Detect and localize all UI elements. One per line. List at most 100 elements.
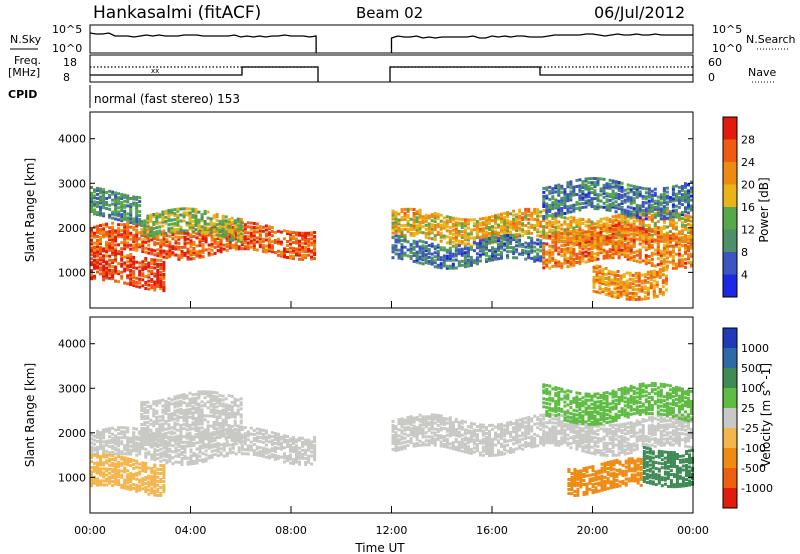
heatmap-cell	[671, 215, 675, 219]
heatmap-cell	[99, 256, 102, 260]
heatmap-cell	[225, 248, 229, 252]
heatmap-cell	[102, 444, 106, 448]
heatmap-cell	[236, 233, 240, 237]
heatmap-cell	[96, 449, 99, 453]
heatmap-cell	[650, 257, 654, 261]
heatmap-cell	[138, 200, 142, 204]
heatmap-cell	[123, 229, 127, 233]
heatmap-cell	[560, 212, 564, 216]
heatmap-cell	[203, 223, 207, 227]
heatmap-cell	[129, 209, 133, 212]
heatmap-cell	[551, 246, 555, 250]
heatmap-cell	[286, 445, 289, 448]
heatmap-cell	[457, 223, 461, 227]
heatmap-cell	[159, 273, 163, 276]
heatmap-cell	[188, 221, 192, 225]
heatmap-cell	[129, 243, 133, 247]
heatmap-cell	[258, 227, 262, 231]
heatmap-cell	[108, 203, 112, 207]
heatmap-cell	[611, 230, 615, 233]
heatmap-cell	[626, 211, 630, 215]
heatmap-cell	[132, 240, 136, 244]
heatmap-cell	[569, 256, 573, 260]
heatmap-cell	[614, 216, 618, 220]
heatmap-cell	[140, 228, 144, 232]
heatmap-cell	[593, 222, 597, 226]
heatmap-cell	[289, 234, 292, 238]
heatmap-cell	[608, 256, 612, 260]
heatmap-cell	[412, 218, 416, 221]
heatmap-cell	[298, 257, 301, 261]
heatmap-cell	[162, 243, 166, 247]
heatmap-cell	[629, 198, 633, 202]
heatmap-cell	[114, 249, 118, 253]
heatmap-cell	[412, 251, 416, 255]
heatmap-cell	[677, 248, 681, 252]
heatmap-cell	[536, 242, 540, 246]
heatmap-cell	[656, 239, 660, 243]
heatmap-cell	[617, 224, 621, 228]
heatmap-cell	[243, 432, 247, 436]
heatmap-cell	[105, 429, 109, 433]
heatmap-cell	[448, 240, 452, 244]
heatmap-cell	[180, 440, 184, 444]
heatmap-cell	[472, 236, 476, 240]
heatmap-cell	[111, 474, 115, 478]
heatmap-cell	[93, 225, 96, 229]
heatmap-cell	[542, 248, 546, 252]
heatmap-cell	[659, 249, 663, 253]
heatmap-cell	[421, 231, 425, 235]
heatmap-cell	[430, 229, 434, 233]
heatmap-cell	[298, 436, 301, 440]
heatmap-cell	[155, 218, 159, 222]
heatmap-cell	[219, 240, 223, 244]
heatmap-cell	[403, 239, 407, 243]
heatmap-cell	[174, 245, 178, 249]
heatmap-cell	[527, 236, 531, 240]
heatmap-cell	[472, 218, 476, 222]
heatmap-cell	[617, 193, 621, 196]
heatmap-cell	[497, 247, 500, 251]
heatmap-cell	[143, 429, 147, 432]
heatmap-cell	[590, 205, 594, 209]
heatmap-cell	[150, 252, 154, 256]
heatmap-cell	[650, 263, 654, 267]
heatmap-cell	[671, 213, 675, 217]
heatmap-cell	[276, 456, 280, 460]
heatmap-cell	[132, 271, 136, 275]
heatmap-cell	[147, 273, 151, 277]
heatmap-cell	[123, 267, 127, 271]
heatmap-cell	[102, 198, 106, 202]
heatmap-cell	[548, 234, 552, 238]
heatmap-cell	[207, 438, 211, 442]
heatmap-cell	[671, 187, 675, 191]
heatmap-cell	[620, 195, 624, 199]
heatmap-cell	[313, 458, 317, 462]
heatmap-cell	[578, 225, 582, 229]
heatmap-cell	[665, 206, 669, 210]
heatmap-cell	[608, 182, 612, 186]
heatmap-cell	[120, 219, 124, 223]
heatmap-cell	[159, 254, 163, 258]
heatmap-cell	[200, 219, 204, 223]
heatmap-cell	[201, 444, 205, 448]
heatmap-cell	[469, 228, 473, 232]
heatmap-cell	[433, 247, 437, 251]
heatmap-cell	[108, 215, 112, 219]
heatmap-cell	[243, 237, 247, 241]
heatmap-cell	[292, 450, 295, 454]
heatmap-cell	[638, 208, 642, 212]
heatmap-cell	[198, 233, 202, 237]
heatmap-cell	[566, 225, 570, 229]
heatmap-cell	[310, 237, 314, 241]
heatmap-cell	[114, 211, 118, 215]
heatmap-cell	[141, 248, 145, 251]
heatmap-cell	[632, 213, 636, 217]
heatmap-cell	[176, 227, 180, 231]
heatmap-cell	[430, 227, 434, 231]
heatmap-cell	[500, 214, 503, 218]
heatmap-cell	[161, 218, 165, 222]
heatmap-cell	[301, 231, 305, 235]
heatmap-cell	[463, 222, 467, 226]
